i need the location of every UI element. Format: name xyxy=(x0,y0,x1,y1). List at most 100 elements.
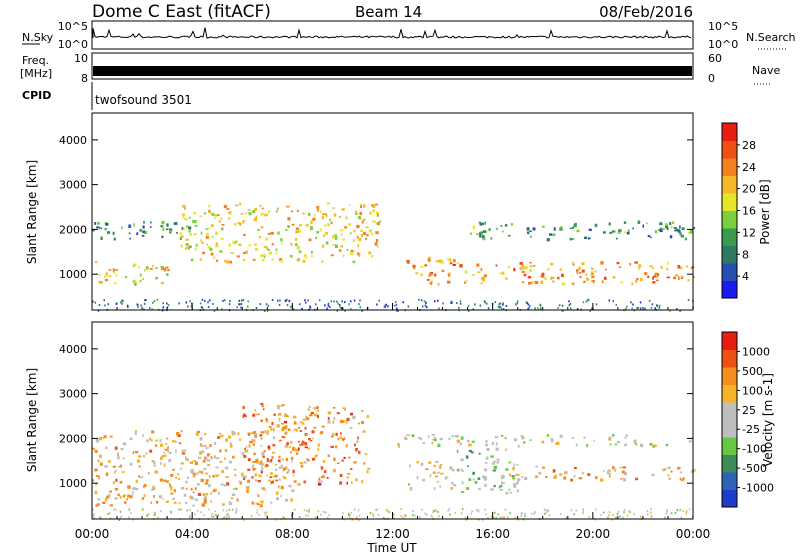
data-cell xyxy=(408,483,411,486)
data-cell xyxy=(544,277,547,281)
colorbar-tick-label: -500 xyxy=(742,462,767,475)
colorbar-swatch xyxy=(722,228,737,246)
data-cell xyxy=(260,431,264,434)
ground-cell xyxy=(500,307,503,310)
data-cell xyxy=(127,494,131,498)
ground-cell xyxy=(235,509,238,512)
data-cell xyxy=(311,430,315,434)
data-cell xyxy=(339,216,341,218)
data-cell xyxy=(189,233,192,236)
data-cell xyxy=(291,223,295,226)
data-cell xyxy=(331,235,335,239)
data-cell xyxy=(429,281,433,285)
ground-cell xyxy=(283,516,286,519)
data-cell xyxy=(320,480,323,483)
data-cell xyxy=(692,227,696,229)
data-cell xyxy=(186,225,189,228)
data-cell xyxy=(121,226,123,230)
data-cell xyxy=(530,281,534,284)
data-cell xyxy=(295,237,297,241)
data-cell xyxy=(202,251,206,255)
data-cell xyxy=(99,436,102,441)
data-cell xyxy=(181,449,185,453)
data-cell xyxy=(317,480,321,483)
ground-cell xyxy=(214,513,217,516)
data-cell xyxy=(326,223,330,227)
data-cell xyxy=(182,204,186,208)
ground-cell xyxy=(115,303,118,305)
data-cell xyxy=(472,478,475,481)
ground-cell xyxy=(611,518,613,521)
data-cell xyxy=(99,454,102,458)
data-cell xyxy=(468,478,472,481)
data-cell xyxy=(272,444,276,447)
data-cell xyxy=(433,436,437,441)
data-cell xyxy=(345,444,348,448)
data-cell xyxy=(341,420,345,423)
data-cell xyxy=(268,251,273,255)
data-cell xyxy=(308,238,312,242)
data-cell xyxy=(165,228,169,230)
ground-cell xyxy=(339,304,341,306)
data-cell xyxy=(616,261,620,265)
data-cell xyxy=(166,480,169,484)
data-cell xyxy=(434,461,439,463)
data-cell xyxy=(145,452,148,455)
data-cell xyxy=(429,474,432,478)
data-cell xyxy=(144,269,146,272)
data-cell xyxy=(460,458,464,462)
data-cell xyxy=(637,220,641,224)
data-cell xyxy=(371,204,374,207)
data-cell xyxy=(310,227,313,231)
data-cell xyxy=(491,487,494,491)
ground-cell xyxy=(665,512,667,515)
data-cell xyxy=(460,468,463,471)
data-cell xyxy=(588,228,592,231)
ground-cell xyxy=(358,519,360,521)
data-cell xyxy=(581,269,585,273)
data-cell xyxy=(578,267,581,271)
data-cell xyxy=(323,234,325,238)
ground-cell xyxy=(375,508,377,511)
data-cell xyxy=(134,450,139,454)
data-cell xyxy=(409,464,411,468)
data-cell xyxy=(456,468,460,472)
ground-cell xyxy=(608,299,611,302)
ground-cell xyxy=(348,512,350,515)
data-cell xyxy=(106,495,110,499)
data-cell xyxy=(268,448,271,451)
data-cell xyxy=(259,204,262,207)
data-cell xyxy=(245,486,248,489)
data-cell xyxy=(476,233,479,236)
ground-cell xyxy=(328,514,330,517)
data-cell xyxy=(552,233,556,237)
ground-cell xyxy=(126,304,129,307)
data-cell xyxy=(513,268,516,272)
ground-cell xyxy=(208,299,211,302)
data-cell xyxy=(600,261,604,265)
data-cell xyxy=(357,436,359,440)
ground-cell xyxy=(450,302,452,304)
ground-cell xyxy=(625,308,627,311)
data-cell xyxy=(465,455,469,459)
data-cell xyxy=(360,229,364,232)
data-cell xyxy=(225,438,228,442)
ground-cell xyxy=(669,309,671,312)
data-cell xyxy=(173,489,176,493)
data-cell xyxy=(264,465,268,468)
data-cell xyxy=(178,477,181,481)
data-cell xyxy=(192,219,196,224)
data-cell xyxy=(303,461,307,464)
ground-cell xyxy=(498,303,501,306)
data-cell xyxy=(488,228,491,231)
data-cell xyxy=(530,235,532,238)
data-cell xyxy=(467,465,469,467)
data-cell xyxy=(161,267,164,270)
data-cell xyxy=(477,477,481,480)
data-cell xyxy=(485,456,489,460)
ground-cell xyxy=(330,300,332,303)
data-cell xyxy=(301,422,305,425)
data-cell xyxy=(468,443,472,447)
data-cell xyxy=(434,273,437,277)
data-cell xyxy=(431,439,434,441)
